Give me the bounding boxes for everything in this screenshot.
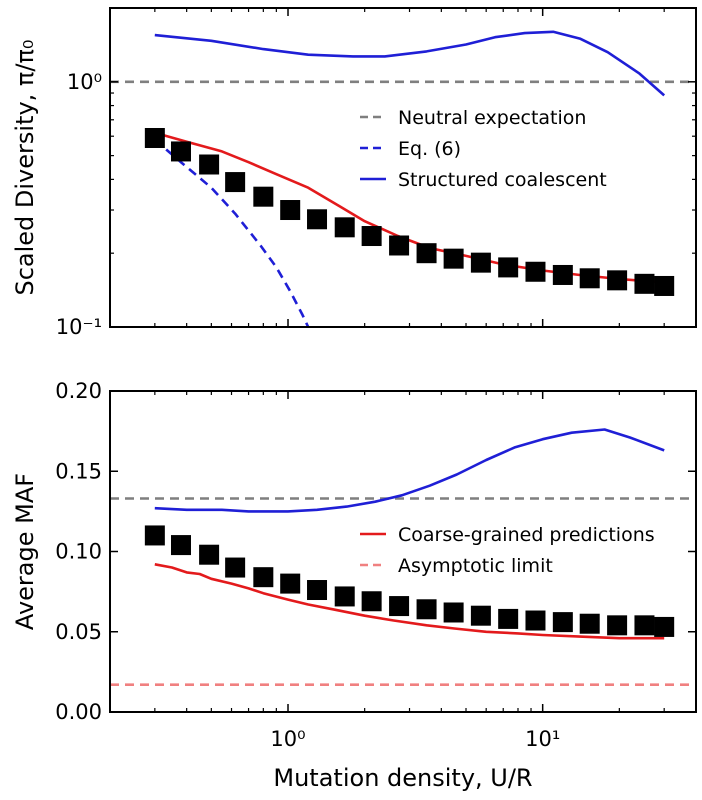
legend-label: Asymptotic limit [398, 555, 553, 577]
panel-bottom: 10⁰ 10¹ 0.00 0.05 0.10 0.15 0.20 Average MAF Mut… [11, 379, 697, 792]
y-tick-label: 0.00 [55, 700, 102, 724]
data-point [498, 608, 519, 629]
data-point [253, 186, 274, 207]
data-point [552, 612, 573, 633]
data-point [443, 602, 464, 623]
data-point [607, 270, 628, 291]
data-point [280, 200, 301, 221]
data-point [334, 586, 355, 607]
plot-area [110, 30, 696, 327]
y-tick-label: 10⁰ [67, 70, 102, 94]
data-point [170, 141, 191, 162]
data-point [634, 273, 655, 294]
series-line-structured-coalescent [154, 30, 666, 97]
data-point [552, 264, 573, 285]
data-point [199, 154, 220, 175]
series-line-eq-6 [153, 138, 310, 327]
y-tick-label: 0.20 [55, 379, 102, 403]
data-point [225, 557, 246, 578]
y-tick-label: 10⁻¹ [56, 315, 102, 339]
x-minor-ticks [154, 391, 665, 712]
x-minor-ticks [154, 8, 665, 327]
panel-top: 10⁻¹ 10⁰ Scaled Diversity, π/π₀ Neutral exp… [11, 7, 697, 339]
data-point [144, 127, 165, 148]
data-point [525, 610, 546, 631]
data-point [361, 591, 382, 612]
data-point [654, 616, 675, 637]
series-line-coarse-grained-predictions [154, 563, 665, 640]
plot-area [110, 428, 696, 687]
legend-label: Eq. (6) [398, 138, 461, 160]
data-point [170, 535, 191, 556]
legend: Neutral expectation Eq. (6) Structured coa… [360, 107, 607, 191]
data-point [253, 567, 274, 588]
y-axis-label: Scaled Diversity, π/π₀ [11, 39, 39, 295]
data-point [579, 613, 600, 634]
data-point [361, 226, 382, 247]
data-point [225, 172, 246, 193]
data-point [654, 275, 675, 296]
data-point [199, 544, 220, 565]
y-tick-label: 0.05 [55, 620, 102, 644]
data-point [334, 217, 355, 238]
data-point [416, 243, 437, 264]
data-point [416, 599, 437, 620]
legend-label: Neutral expectation [398, 107, 586, 129]
data-point [307, 209, 328, 230]
data-point [389, 596, 410, 617]
x-axis-label: Mutation density, U/R [273, 764, 532, 792]
axes-frame [109, 390, 697, 713]
y-minor-ticks [110, 92, 696, 254]
data-point [525, 261, 546, 282]
data-point [470, 605, 491, 626]
y-tick-label: 0.15 [55, 459, 102, 483]
y-axis-label: Average MAF [11, 473, 39, 630]
series-line-unnamed-1 [154, 428, 665, 513]
axes-frame [109, 7, 697, 328]
data-point [470, 252, 491, 273]
legend-label: Coarse-grained predictions [398, 524, 655, 546]
series-markers [144, 525, 675, 637]
legend: Coarse-grained predictions Asymptotic lim… [360, 524, 655, 577]
data-point [498, 257, 519, 278]
legend-label: Structured coalescent [398, 169, 607, 191]
data-point [634, 615, 655, 636]
data-point [144, 525, 165, 546]
data-point [280, 573, 301, 594]
series-markers [144, 127, 675, 296]
data-point [443, 248, 464, 269]
data-point [579, 268, 600, 289]
data-point [389, 235, 410, 256]
x-tick-label: 10¹ [525, 727, 560, 751]
x-tick-label: 10⁰ [270, 727, 305, 751]
data-point [307, 580, 328, 601]
data-point [607, 615, 628, 636]
y-tick-label: 0.10 [55, 540, 102, 564]
